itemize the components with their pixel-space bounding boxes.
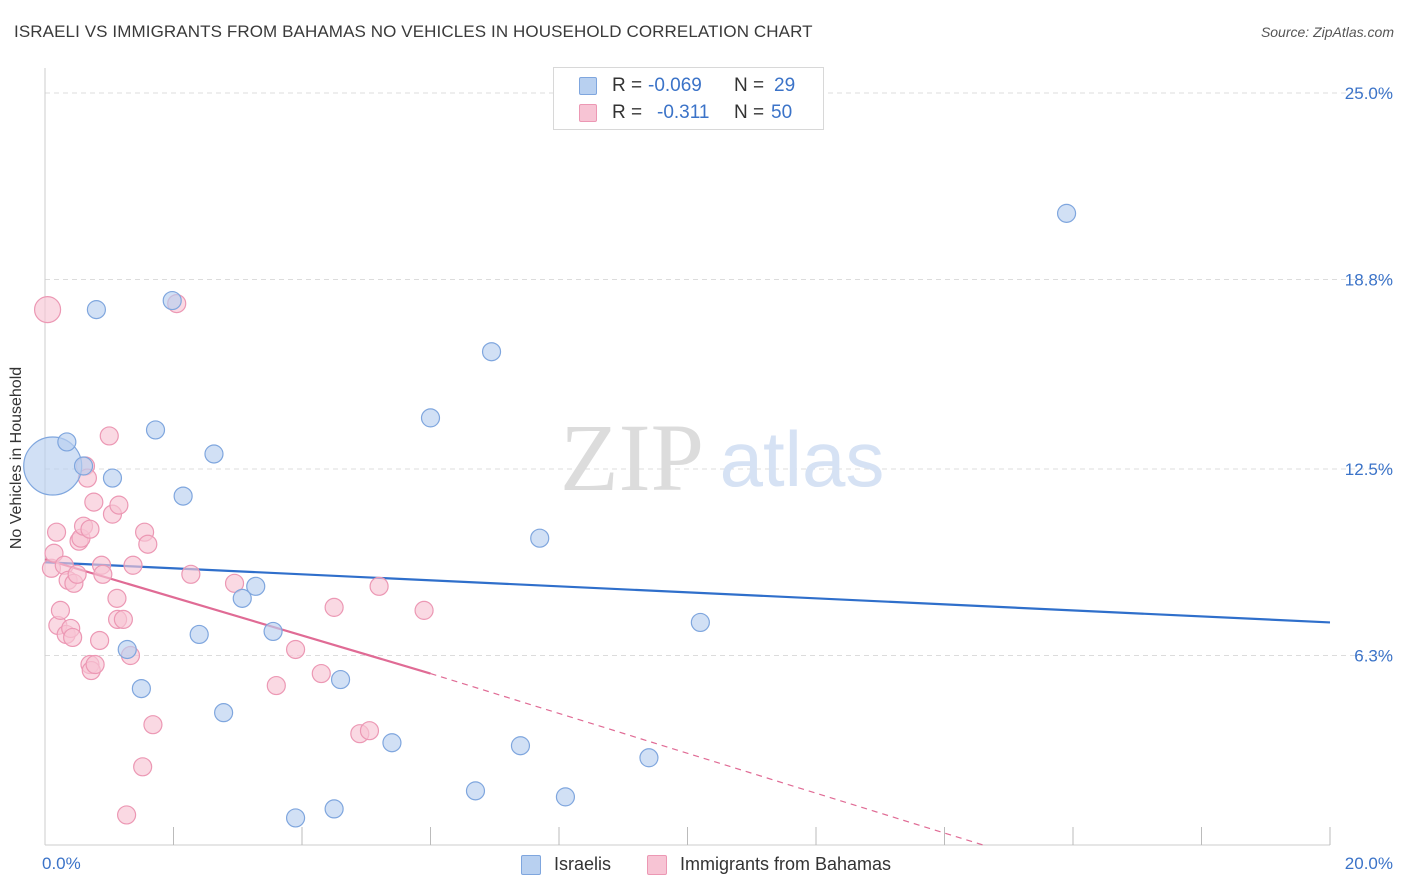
point-bahamas bbox=[80, 519, 100, 539]
point-bahamas bbox=[285, 639, 306, 660]
point-bahamas bbox=[359, 721, 380, 741]
point-bahamas bbox=[138, 534, 158, 554]
blue-swatch bbox=[579, 77, 597, 95]
point-bahamas bbox=[99, 426, 119, 446]
source-label: Source: ZipAtlas.com bbox=[1260, 24, 1394, 40]
point-israeli bbox=[102, 468, 123, 488]
legend-label: Israelis bbox=[554, 854, 612, 874]
point-bahamas bbox=[90, 630, 110, 651]
point-israeli bbox=[285, 808, 306, 828]
watermark-zip: ZIP bbox=[560, 404, 704, 511]
point-bahamas bbox=[311, 663, 331, 684]
point-israeli bbox=[214, 703, 234, 723]
point-bahamas bbox=[33, 296, 62, 324]
point-israeli bbox=[117, 639, 137, 660]
point-israeli bbox=[324, 799, 344, 819]
r-value: -0.311 bbox=[657, 102, 710, 123]
pink-swatch bbox=[579, 104, 597, 122]
point-israeli bbox=[86, 300, 107, 320]
pink-swatch bbox=[647, 855, 667, 875]
y-tick-label: 6.3% bbox=[1354, 647, 1393, 666]
tick-labels: 6.3% 12.5% 18.8% 25.0% 0.0% 20.0% bbox=[42, 84, 1393, 873]
point-bahamas bbox=[107, 588, 127, 608]
point-israeli bbox=[145, 420, 166, 440]
point-bahamas bbox=[93, 564, 113, 584]
legend-label: Immigrants from Bahamas bbox=[680, 854, 892, 874]
trendline-bahamas-extension bbox=[430, 672, 984, 846]
point-bahamas bbox=[46, 522, 67, 542]
y-tick-label: 25.0% bbox=[1345, 84, 1393, 103]
watermark-atlas: atlas bbox=[720, 415, 885, 503]
point-bahamas bbox=[123, 555, 143, 575]
point-israeli bbox=[57, 432, 77, 452]
point-israeli bbox=[246, 576, 266, 596]
point-bahamas bbox=[84, 492, 104, 512]
points-layer bbox=[23, 203, 1077, 828]
x-tick-label: 0.0% bbox=[42, 854, 81, 873]
point-bahamas bbox=[113, 609, 133, 630]
point-israeli bbox=[1056, 203, 1077, 223]
point-israeli bbox=[131, 678, 151, 699]
point-israeli bbox=[173, 486, 193, 506]
point-bahamas bbox=[324, 597, 344, 617]
point-israeli bbox=[232, 588, 252, 608]
point-israeli bbox=[382, 733, 402, 753]
point-bahamas bbox=[109, 495, 129, 515]
n-label: N = bbox=[734, 102, 765, 123]
stats-row-israelis: R = -0.069 N = 29 bbox=[554, 73, 825, 100]
point-israeli bbox=[189, 624, 209, 645]
point-israeli bbox=[204, 444, 224, 464]
y-tick-label: 18.8% bbox=[1345, 271, 1393, 290]
y-tick-label: 12.5% bbox=[1345, 460, 1393, 479]
r-label: R = bbox=[612, 75, 643, 96]
point-bahamas bbox=[50, 600, 71, 620]
trendline-israelis bbox=[44, 561, 1331, 624]
point-israeli bbox=[263, 621, 283, 642]
point-israeli bbox=[555, 787, 576, 807]
point-israeli bbox=[639, 748, 659, 768]
stats-row-bahamas: R = -0.311 N = 50 bbox=[554, 100, 825, 127]
y-axis-label: No Vehicles in Household bbox=[8, 366, 25, 550]
point-israeli bbox=[690, 612, 710, 633]
point-bahamas bbox=[67, 564, 87, 584]
point-israeli bbox=[330, 669, 351, 690]
point-israeli bbox=[162, 290, 182, 311]
point-israeli bbox=[530, 528, 550, 548]
point-bahamas bbox=[63, 627, 83, 648]
point-bahamas bbox=[143, 715, 163, 735]
x-tick-label: 20.0% bbox=[1345, 854, 1393, 873]
point-israeli bbox=[510, 736, 531, 756]
point-bahamas bbox=[369, 576, 389, 596]
blue-swatch bbox=[521, 855, 541, 875]
point-bahamas bbox=[133, 757, 153, 777]
point-israeli bbox=[73, 456, 94, 476]
stats-legend: R = -0.069 N = 29 R = -0.311 N = 50 bbox=[553, 67, 824, 130]
point-israeli bbox=[481, 342, 502, 362]
watermark: ZIP atlas bbox=[560, 404, 884, 511]
r-value: -0.069 bbox=[648, 75, 702, 96]
point-bahamas bbox=[85, 654, 105, 675]
point-israeli bbox=[465, 781, 486, 801]
r-label: R = bbox=[612, 102, 643, 123]
point-israeli bbox=[420, 408, 441, 428]
series-legend: Israelis Immigrants from Bahamas bbox=[0, 850, 1406, 878]
n-value: 50 bbox=[771, 102, 793, 123]
n-label: N = bbox=[734, 75, 765, 96]
chart-title: ISRAELI VS IMMIGRANTS FROM BAHAMAS NO VE… bbox=[14, 22, 813, 41]
grid-layer bbox=[45, 92, 1395, 657]
point-bahamas bbox=[181, 564, 201, 584]
point-bahamas bbox=[266, 675, 286, 696]
point-bahamas bbox=[224, 573, 245, 593]
n-value: 29 bbox=[774, 75, 796, 96]
point-bahamas bbox=[414, 600, 434, 620]
point-bahamas bbox=[116, 805, 137, 825]
